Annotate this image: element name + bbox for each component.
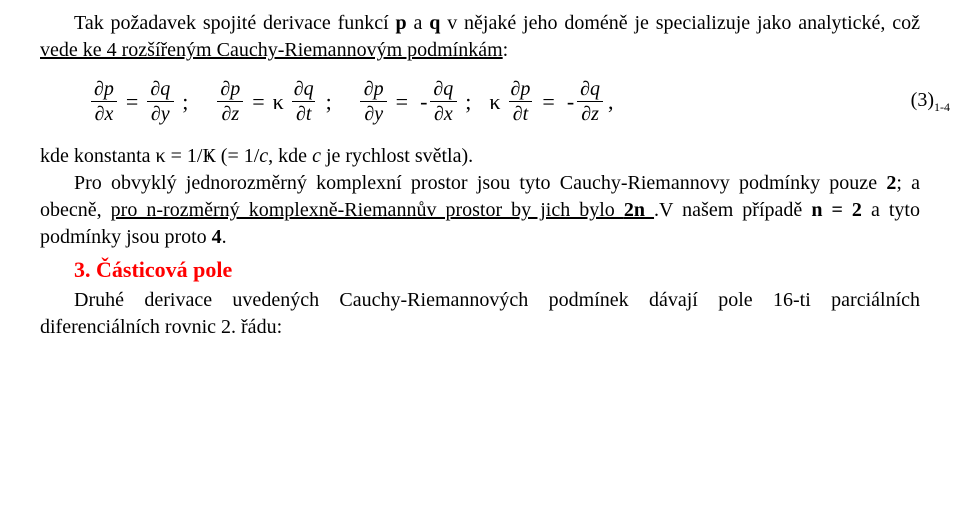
frac-1-den: ∂x [91, 101, 118, 125]
frac-5-num: ∂p [360, 78, 388, 101]
frac-8-num: ∂q [576, 78, 604, 101]
frac-7: ∂p ∂t [507, 78, 535, 125]
p2-t3: je rychlost světla). [321, 145, 473, 167]
eq-comma: , [608, 89, 614, 115]
p1-t3: v nějaké jeho doméně je specializuje jak… [440, 12, 920, 34]
p1-t2: a [407, 12, 430, 34]
section-heading: 3. Částicová pole [74, 257, 920, 283]
frac-2-num: ∂q [146, 78, 174, 101]
p1-t1: Tak požadavek spojité derivace funkcí [74, 12, 396, 34]
frac-1-num: ∂p [90, 78, 118, 101]
eq-label-sub: 1-4 [934, 100, 950, 114]
kappa-2: κ [489, 89, 500, 115]
frac-4-num: ∂q [290, 78, 318, 101]
frac-3-num: ∂p [216, 78, 244, 101]
p4-t1: Druhé derivace uvedených Cauchy-Riemanno… [40, 289, 920, 338]
eq-sign-2: = [252, 89, 264, 115]
frac-3: ∂p ∂z [216, 78, 244, 125]
frac-2: ∂q ∂y [146, 78, 174, 125]
frac-5: ∂p ∂y [360, 78, 388, 125]
p2-c1: c [259, 145, 268, 167]
semicolon-2: ; [326, 89, 332, 115]
p2-c2: c [312, 145, 321, 167]
frac-6: ∂q ∂x [429, 78, 457, 125]
frac-6-den: ∂x [430, 101, 457, 125]
p3-ul: pro n-rozměrný komplexně-Riemannův prost… [111, 199, 654, 221]
eq-label: (3)1-4 [911, 89, 950, 115]
p2-t1: kde konstanta κ = 1/Ҝ (= 1/ [40, 145, 259, 167]
kappa-1: κ [273, 89, 284, 115]
frac-7-den: ∂t [509, 101, 532, 125]
frac-4: ∂q ∂t [290, 78, 318, 125]
neg-2: - [567, 89, 574, 115]
p3-t5: . [222, 226, 227, 248]
p3-b1: 2 [886, 172, 896, 194]
p1-q: q [429, 12, 440, 34]
eq-label-main: (3) [911, 89, 934, 111]
frac-4-den: ∂t [292, 101, 315, 125]
semicolon-3: ; [465, 89, 471, 115]
equation-row: ∂p ∂x = ∂q ∂y ; ∂p ∂z = κ ∂q ∂t ; ∂p ∂y … [90, 78, 920, 125]
p3-b3: 4 [212, 226, 222, 248]
paragraph-3: Pro obvyklý jednorozměrný komplexní pros… [40, 170, 920, 251]
eq-sign-3: = [396, 89, 408, 115]
paragraph-1: Tak požadavek spojité derivace funkcí p … [40, 10, 920, 64]
p3-ul-t: pro n-rozměrný komplexně-Riemannův prost… [111, 199, 624, 221]
frac-8: ∂q ∂z [576, 78, 604, 125]
frac-3-den: ∂z [217, 101, 243, 125]
p1-t4: : [503, 39, 509, 61]
semicolon-1: ; [182, 89, 188, 115]
eq-sign-1: = [126, 89, 138, 115]
p3-t3: .V našem případě [654, 199, 811, 221]
paragraph-2: kde konstanta κ = 1/Ҝ (= 1/c, kde c je r… [40, 143, 920, 170]
p1-p: p [396, 12, 407, 34]
frac-1: ∂p ∂x [90, 78, 118, 125]
paragraph-4: Druhé derivace uvedených Cauchy-Riemanno… [40, 287, 920, 341]
p3-b2: n = 2 [811, 199, 862, 221]
frac-8-den: ∂z [577, 101, 603, 125]
frac-6-num: ∂q [429, 78, 457, 101]
eq-sign-4: = [542, 89, 554, 115]
p3-t1: Pro obvyklý jednorozměrný komplexní pros… [74, 172, 886, 194]
frac-2-den: ∂y [147, 101, 174, 125]
frac-5-den: ∂y [360, 101, 387, 125]
neg-1: - [420, 89, 427, 115]
p3-ul-b: 2n [624, 199, 654, 221]
p2-t2: , kde [268, 145, 312, 167]
frac-7-num: ∂p [507, 78, 535, 101]
p1-underline: vede ke 4 rozšířeným Cauchy-Riemannovým … [40, 39, 503, 61]
